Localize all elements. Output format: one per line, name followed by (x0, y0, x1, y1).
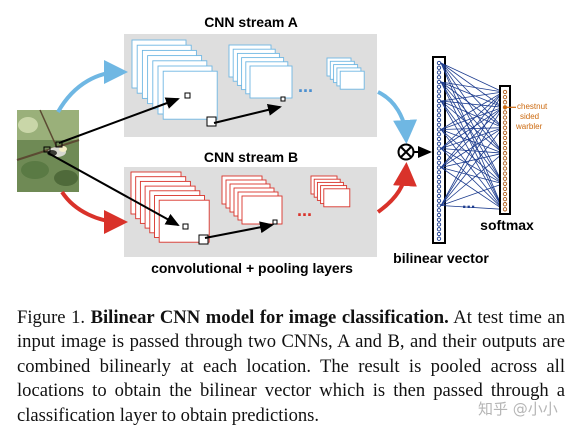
fully-connected-lines (440, 62, 504, 210)
layers-label: convolutional + pooling layers (151, 260, 353, 276)
softmax-label: softmax (480, 217, 534, 233)
stream-a-label: CNN stream A (204, 14, 298, 30)
stream-b-label: CNN stream B (204, 149, 298, 165)
figure-caption: Figure 1. Bilinear CNN model for image c… (17, 306, 565, 428)
caption-title: Bilinear CNN model for image classificat… (90, 307, 449, 328)
stream-b-to-product-arrow (376, 162, 417, 214)
class-label-line2: sided (520, 112, 539, 121)
input-image (16, 109, 80, 192)
watermark: 知乎 @小小 (478, 400, 558, 418)
a-feature-to-a-feature-arrow (213, 103, 282, 124)
stream-a-to-product-arrow (377, 90, 418, 144)
stream-a-stack-1 (131, 39, 218, 120)
bilinear-cnn-figure: CNN stream A CNN stream B ... ... ... (16, 14, 548, 276)
input-to-stream-a-arrow (56, 60, 128, 113)
caption-prefix: Figure 1. (17, 307, 91, 328)
softmax-nodes (502, 89, 516, 212)
stream-a-stacks (131, 39, 365, 127)
stream-a-ellipsis: ... (298, 76, 313, 96)
fc-ellipsis: ... (462, 195, 475, 212)
stream-a-stack-2 (228, 44, 293, 99)
bilinear-vector-label: bilinear vector (393, 250, 489, 266)
caption-body: At test time an input image is passed th… (17, 307, 565, 426)
class-label-line3: warbler (515, 122, 543, 131)
stream-a-stack-3 (326, 57, 365, 90)
b-feature-to-b-feature-arrow (204, 221, 274, 239)
stream-b-stacks (130, 171, 351, 245)
input-to-b-feature-arrow (47, 152, 180, 226)
input-to-stream-b-arrow (60, 190, 128, 234)
stream-b-stack-3 (310, 175, 351, 208)
class-label-line1: chestnut (517, 102, 548, 111)
stream-b-ellipsis: ... (297, 200, 312, 220)
input-to-a-feature-arrow (58, 97, 180, 144)
bilinear-vector-nodes (436, 60, 442, 241)
